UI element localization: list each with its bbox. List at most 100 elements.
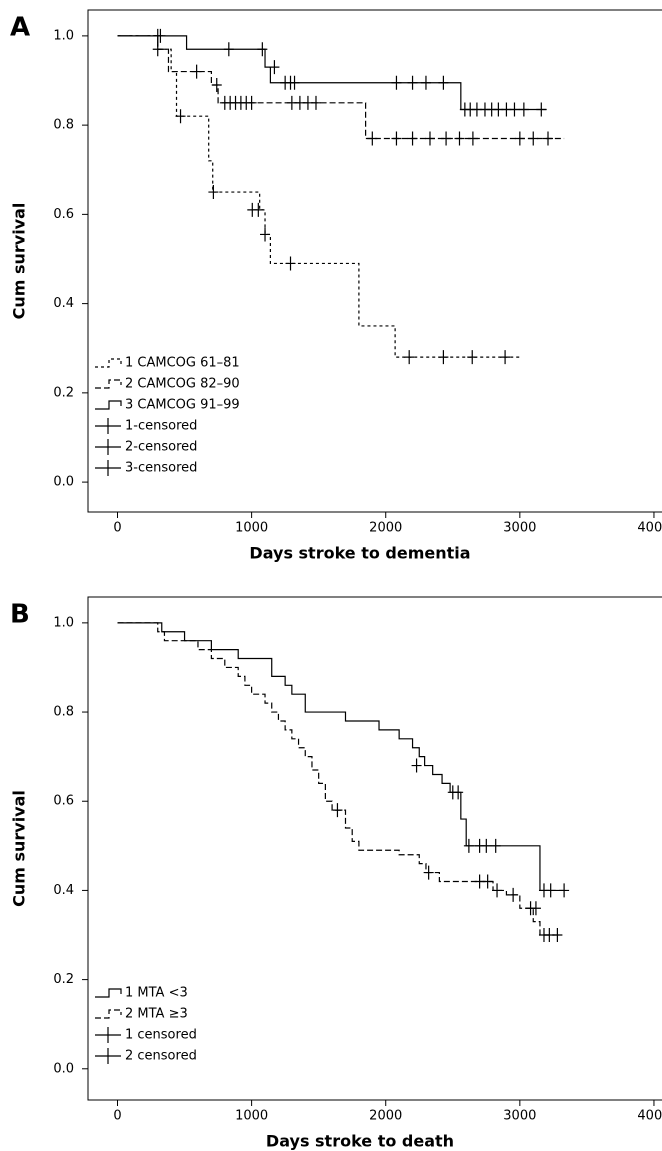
censor-mark	[253, 202, 264, 217]
censor-mark	[482, 874, 493, 889]
legend-label: 2-censored	[125, 440, 197, 455]
censor-mark	[404, 350, 415, 365]
legend-symbol	[95, 418, 121, 434]
x-axis-label: Days stroke to death	[266, 1132, 454, 1151]
survival-curve	[117, 35, 547, 111]
legend-label: 2 MTA ≥3	[125, 1007, 188, 1022]
censor-mark	[152, 28, 163, 43]
legend-symbol	[95, 1048, 121, 1064]
legend-label: 2 CAMCOG 82–90	[125, 377, 240, 392]
censor-mark	[559, 883, 570, 898]
censor-mark	[509, 102, 520, 117]
x-tick-label: 2000	[369, 1109, 402, 1124]
censor-mark	[463, 838, 474, 853]
y-tick-label: 0.6	[53, 794, 74, 809]
legend-symbol	[95, 358, 122, 368]
censor-mark	[453, 785, 464, 800]
censor-mark	[246, 95, 257, 110]
censor-mark	[367, 131, 378, 146]
panel: A Cum survival Days stroke to dementia 0.0 0…	[10, 9, 662, 563]
censor-mark	[420, 75, 431, 90]
x-tick-label: 3000	[503, 1109, 536, 1124]
censor-mark	[211, 77, 222, 92]
x-tick-label: 4000	[637, 521, 662, 536]
axes-frame	[87, 9, 662, 513]
censor-mark	[152, 42, 163, 57]
y-tick-label: 0.0	[53, 1061, 74, 1076]
censor-mark	[481, 838, 492, 853]
censor-mark	[552, 928, 563, 943]
censor-mark	[208, 185, 219, 200]
legend-symbol	[95, 1027, 121, 1043]
censor-mark	[530, 901, 541, 916]
x-tick-label: 4000	[637, 1109, 662, 1124]
y-tick-label: 0.8	[53, 118, 74, 133]
censor-mark	[490, 838, 501, 853]
censor-mark	[492, 883, 503, 898]
censor-mark	[508, 887, 519, 902]
x-tick-label: 3000	[503, 521, 536, 536]
y-tick-label: 1.0	[53, 28, 74, 43]
legend-label: 1-censored	[125, 419, 197, 434]
censor-mark	[175, 109, 186, 124]
censor-mark	[223, 42, 234, 57]
censor-mark	[528, 131, 539, 146]
censor-mark	[467, 131, 478, 146]
x-tick-label: 2000	[369, 521, 402, 536]
censor-mark	[407, 131, 418, 146]
legend-label: 2 censored	[125, 1049, 197, 1064]
panel: B Cum survival Days stroke to death 0.0 0.2 0…	[10, 596, 662, 1151]
censor-mark	[518, 102, 529, 117]
x-tick-label: 1000	[235, 1109, 268, 1124]
censor-mark	[191, 64, 202, 79]
censor-mark	[500, 350, 511, 365]
legend-symbol	[95, 439, 121, 455]
legend-symbol	[95, 1009, 122, 1019]
x-tick-label: 1000	[235, 521, 268, 536]
censor-mark	[438, 75, 449, 90]
censor-mark	[543, 131, 554, 146]
legend-symbol	[95, 379, 122, 389]
censor-mark	[269, 60, 280, 75]
censor-mark	[467, 350, 478, 365]
legend-label: 1 CAMCOG 61–81	[125, 356, 240, 371]
censor-mark	[391, 131, 402, 146]
survival-curve	[117, 622, 565, 892]
censor-mark	[441, 131, 452, 146]
censor-mark	[407, 75, 418, 90]
censor-mark	[332, 803, 343, 818]
panel-label: A	[10, 13, 30, 43]
censor-mark	[424, 131, 435, 146]
y-tick-label: 0.4	[53, 296, 74, 311]
x-axis-label: Days stroke to dementia	[249, 544, 470, 563]
panel-label: B	[10, 600, 30, 630]
legend-label: 1 censored	[125, 1028, 197, 1043]
axes-frame	[87, 596, 662, 1101]
survival-curve	[117, 622, 561, 936]
legend-label: 1 MTA <3	[125, 986, 188, 1001]
censor-mark	[423, 865, 434, 880]
legend-label: 3-censored	[125, 461, 197, 476]
censor-mark	[285, 256, 296, 271]
censor-mark	[289, 75, 300, 90]
censor-mark	[454, 131, 465, 146]
survival-curve	[117, 35, 565, 140]
legend-symbol	[95, 988, 122, 998]
x-tick-label: 0	[113, 1109, 121, 1124]
legend-symbol	[95, 400, 122, 410]
censor-mark	[260, 227, 271, 242]
y-tick-label: 0.8	[53, 705, 74, 720]
y-tick-label: 0.0	[53, 475, 74, 490]
censor-mark	[545, 883, 556, 898]
x-tick-label: 0	[113, 521, 121, 536]
censor-mark	[310, 95, 321, 110]
y-tick-label: 0.4	[53, 883, 74, 898]
legend-symbol	[95, 460, 121, 476]
censor-mark	[438, 350, 449, 365]
legend-label: 3 CAMCOG 91–99	[125, 398, 240, 413]
y-axis-label: Cum survival	[10, 790, 29, 907]
survival-curve	[117, 35, 520, 358]
censor-mark	[536, 102, 547, 117]
censor-mark	[391, 75, 402, 90]
